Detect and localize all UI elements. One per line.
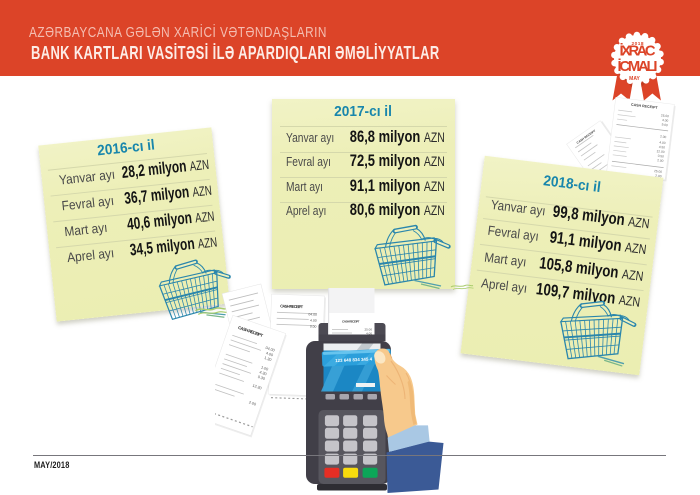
svg-text:4.00: 4.00 <box>265 351 273 357</box>
svg-text:4.00: 4.00 <box>659 140 666 145</box>
svg-text:12.30: 12.30 <box>252 384 262 391</box>
svg-text:04.00: 04.00 <box>265 346 275 353</box>
svg-text:1.00: 1.00 <box>260 365 268 371</box>
svg-text:İCMALI: İCMALI <box>618 58 658 75</box>
svg-text:0.00: 0.00 <box>310 324 317 328</box>
svg-text:4.50: 4.50 <box>659 145 666 150</box>
svg-text:2.00: 2.00 <box>248 400 256 406</box>
svg-text:25.00: 25.00 <box>661 113 670 118</box>
svg-text:MAY: MAY <box>629 76 640 82</box>
svg-text:0.50: 0.50 <box>658 154 665 159</box>
svg-text:04.00: 04.00 <box>308 312 317 316</box>
svg-text:12.00: 12.00 <box>656 149 665 154</box>
svg-text:0.30: 0.30 <box>257 375 265 381</box>
svg-text:4.00: 4.00 <box>366 332 372 336</box>
svg-text:25.00: 25.00 <box>654 169 663 174</box>
svg-text:İXRAC: İXRAC <box>620 43 656 60</box>
svg-text:1.30: 1.30 <box>264 356 272 362</box>
svg-text:2.00: 2.00 <box>660 134 667 139</box>
svg-text:2.00: 2.00 <box>655 174 662 179</box>
svg-text:25.00: 25.00 <box>364 328 372 332</box>
svg-text:4.30: 4.30 <box>259 370 267 376</box>
svg-text:CASH RECEIPT: CASH RECEIPT <box>342 320 360 324</box>
svg-text:CASH RECEIPT: CASH RECEIPT <box>280 303 304 309</box>
svg-text:4.00: 4.00 <box>310 318 317 322</box>
svg-text:2018: 2018 <box>632 41 644 47</box>
svg-text:2.00: 2.00 <box>657 158 664 163</box>
svg-text:CASH RECEIPT: CASH RECEIPT <box>631 103 659 110</box>
svg-text:123 648 834 345 4: 123 648 834 345 4 <box>335 356 373 363</box>
svg-text:9.00: 9.00 <box>661 123 668 128</box>
svg-text:4.00: 4.00 <box>662 118 669 123</box>
